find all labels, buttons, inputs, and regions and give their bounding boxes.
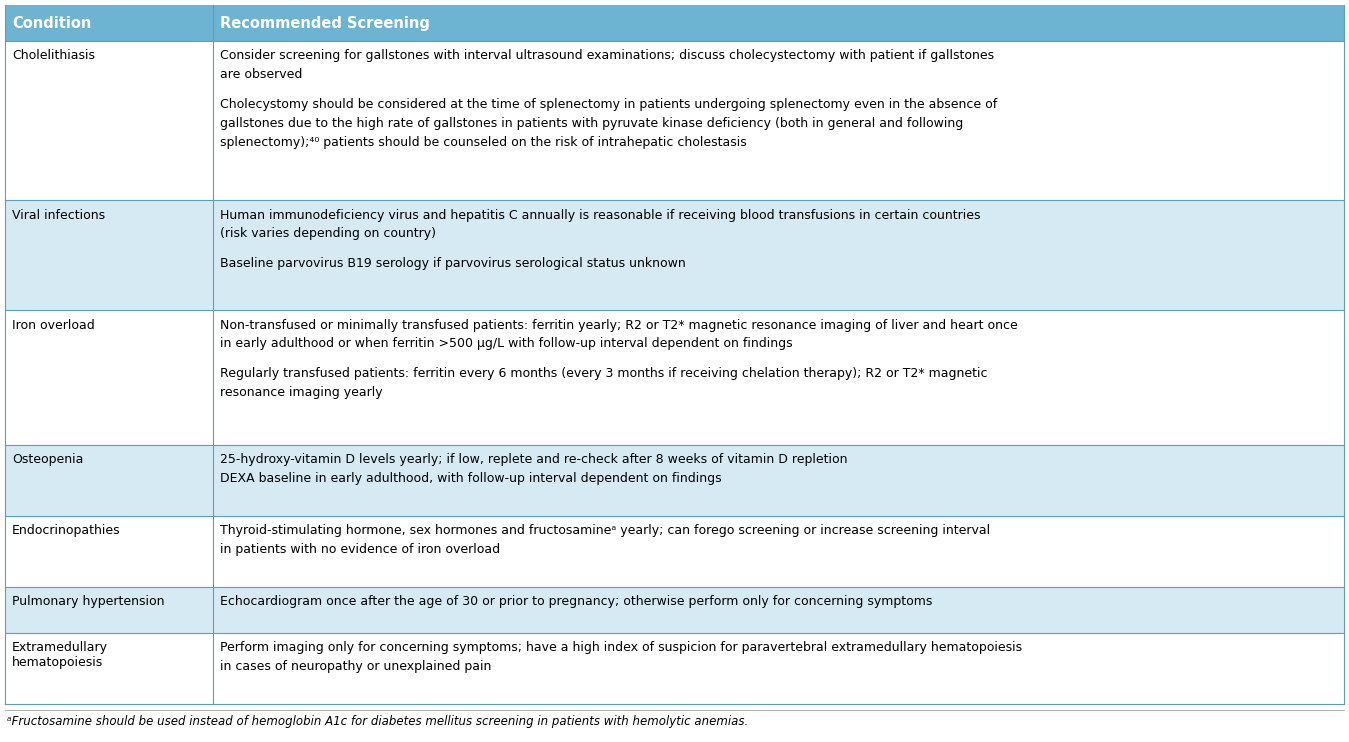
Bar	[213, 445, 1344, 516]
Text: Consider screening for gallstones with interval ultrasound examinations; discuss: Consider screening for gallstones with i…	[220, 50, 994, 62]
Text: Thyroid-stimulating hormone, sex hormones and fructosamineᵃ yearly; can forego s: Thyroid-stimulating hormone, sex hormone…	[220, 524, 990, 537]
Text: Cholecystomy should be considered at the time of splenectomy in patients undergo: Cholecystomy should be considered at the…	[220, 98, 997, 111]
Text: Cholelithiasis: Cholelithiasis	[12, 50, 94, 62]
Bar	[213, 587, 1344, 633]
Text: Recommended Screening: Recommended Screening	[220, 16, 429, 30]
Text: Endocrinopathies: Endocrinopathies	[12, 524, 120, 537]
Text: Extramedullary
hematopoiesis: Extramedullary hematopoiesis	[12, 641, 108, 669]
Text: are observed: are observed	[220, 68, 302, 81]
Text: in cases of neuropathy or unexplained pain: in cases of neuropathy or unexplained pa…	[220, 660, 491, 673]
Text: Non-transfused or minimally transfused patients: ferritin yearly; R2 or T2* magn: Non-transfused or minimally transfused p…	[220, 318, 1017, 332]
Bar	[213, 310, 1344, 445]
Text: in patients with no evidence of iron overload: in patients with no evidence of iron ove…	[220, 543, 499, 556]
Text: resonance imaging yearly: resonance imaging yearly	[220, 386, 382, 399]
Text: Perform imaging only for concerning symptoms; have a high index of suspicion for: Perform imaging only for concerning symp…	[220, 641, 1021, 654]
Text: Osteopenia: Osteopenia	[12, 453, 84, 466]
Bar	[5, 633, 213, 704]
Text: (risk varies depending on country): (risk varies depending on country)	[220, 227, 436, 240]
Text: DEXA baseline in early adulthood, with follow-up interval dependent on findings: DEXA baseline in early adulthood, with f…	[220, 472, 722, 485]
Text: 25-hydroxy-vitamin D levels yearly; if low, replete and re-check after 8 weeks o: 25-hydroxy-vitamin D levels yearly; if l…	[220, 453, 847, 466]
Bar	[213, 633, 1344, 704]
Text: Condition: Condition	[12, 16, 92, 30]
Text: Pulmonary hypertension: Pulmonary hypertension	[12, 595, 165, 608]
Text: splenectomy);⁴⁰ patients should be counseled on the risk of intrahepatic cholest: splenectomy);⁴⁰ patients should be couns…	[220, 136, 746, 148]
Text: in early adulthood or when ferritin >500 μg/L with follow-up interval dependent : in early adulthood or when ferritin >500…	[220, 338, 792, 350]
Bar	[213, 516, 1344, 587]
Bar	[213, 200, 1344, 310]
Text: ᵃFructosamine should be used instead of hemoglobin A1c for diabetes mellitus scr: ᵃFructosamine should be used instead of …	[7, 715, 749, 728]
Bar	[5, 587, 213, 633]
Bar	[5, 41, 213, 200]
Text: Iron overload: Iron overload	[12, 318, 94, 332]
Text: Viral infections: Viral infections	[12, 209, 105, 222]
Bar	[5, 310, 213, 445]
Bar	[213, 41, 1344, 200]
Text: gallstones due to the high rate of gallstones in patients with pyruvate kinase d: gallstones due to the high rate of galls…	[220, 116, 963, 130]
Bar	[5, 200, 213, 310]
Bar	[5, 516, 213, 587]
Text: Echocardiogram once after the age of 30 or prior to pregnancy; otherwise perform: Echocardiogram once after the age of 30 …	[220, 595, 932, 608]
Text: Regularly transfused patients: ferritin every 6 months (every 3 months if receiv: Regularly transfused patients: ferritin …	[220, 367, 987, 380]
Bar	[5, 5, 1344, 41]
Text: Baseline parvovirus B19 serology if parvovirus serological status unknown: Baseline parvovirus B19 serology if parv…	[220, 257, 685, 270]
Text: Human immunodeficiency virus and hepatitis C annually is reasonable if receiving: Human immunodeficiency virus and hepatit…	[220, 209, 979, 222]
Bar	[5, 445, 213, 516]
